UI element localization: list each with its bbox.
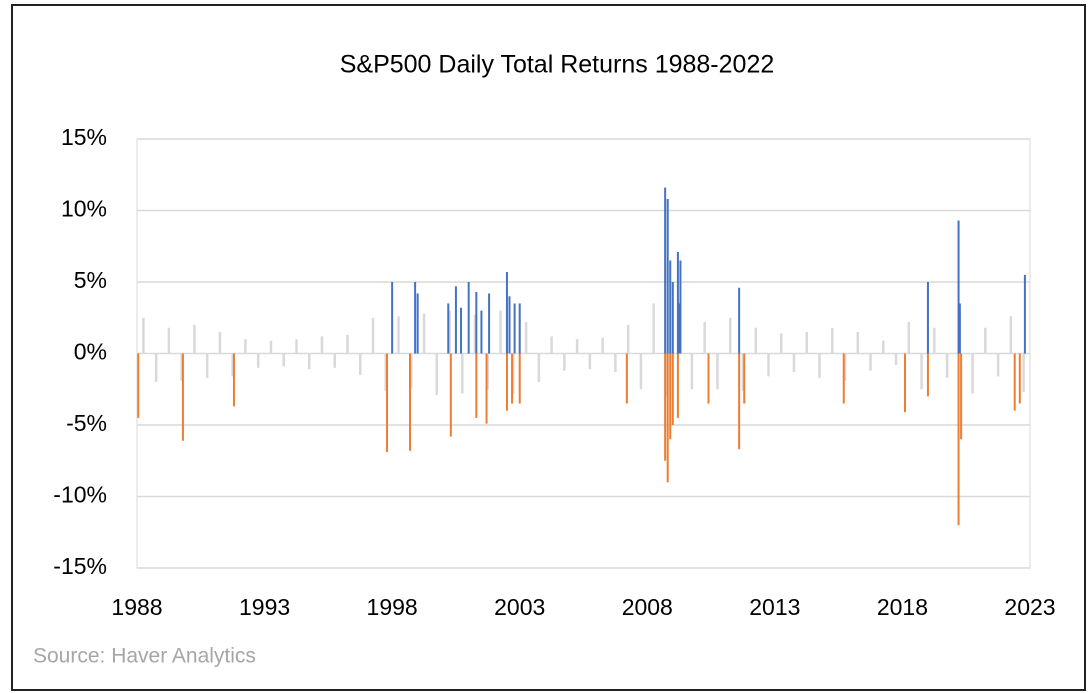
source-note: Source: Haver Analytics [33, 645, 256, 668]
y-tick-label: 0% [74, 339, 107, 365]
x-tick-label: 2023 [1004, 594, 1055, 620]
outer-frame [11, 4, 1086, 691]
y-tick-label: -5% [66, 410, 107, 436]
x-tick-label: 2018 [877, 594, 928, 620]
y-tick-label: -10% [53, 482, 107, 508]
y-tick-label: -15% [53, 553, 107, 579]
x-tick-label: 2003 [494, 594, 545, 620]
x-tick-label: 2013 [749, 594, 800, 620]
x-tick-label: 1998 [367, 594, 418, 620]
y-tick-label: 15% [61, 124, 107, 150]
y-tick-label: 10% [61, 196, 107, 222]
x-tick-label: 1993 [239, 594, 290, 620]
y-tick-label: 5% [74, 267, 107, 293]
x-tick-label: 1988 [111, 594, 162, 620]
x-tick-label: 2008 [622, 594, 673, 620]
chart-title: S&P500 Daily Total Returns 1988-2022 [340, 51, 775, 79]
